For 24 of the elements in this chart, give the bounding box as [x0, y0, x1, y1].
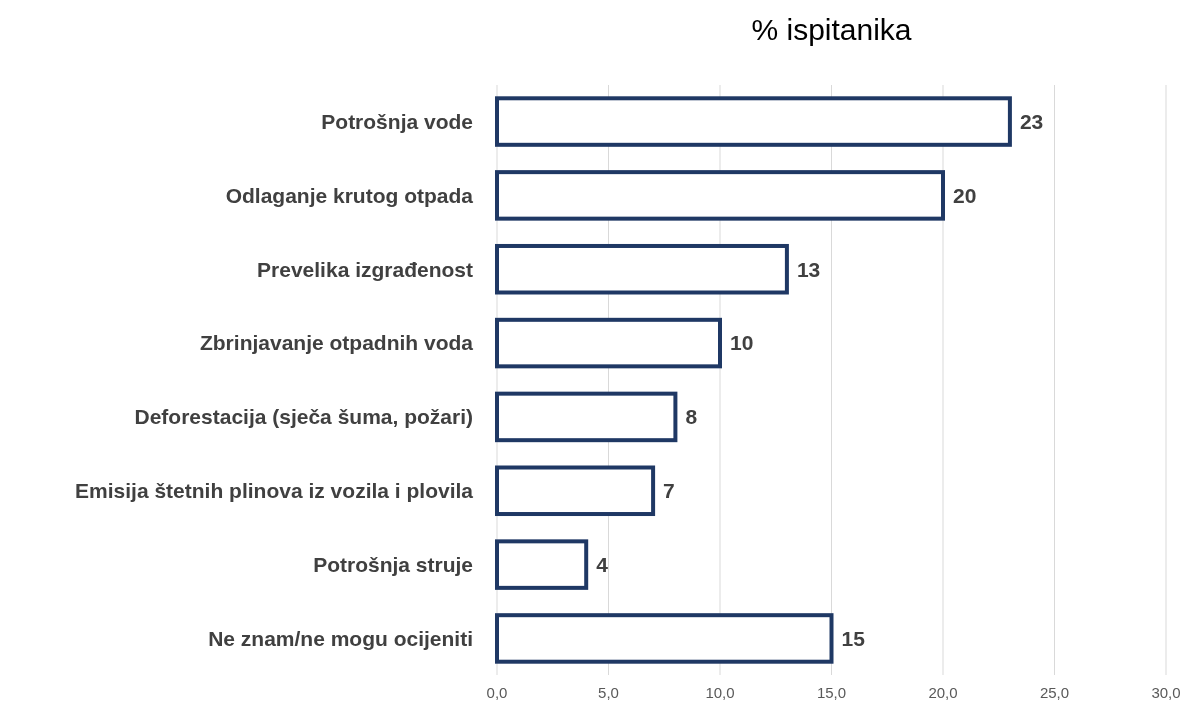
data-label: 4	[596, 552, 609, 576]
x-tick-label: 20,0	[928, 684, 958, 701]
y-tick-label: Zbrinjavanje otpadnih voda	[199, 331, 474, 355]
y-tick-label: Odlaganje krutog otpada	[225, 183, 474, 207]
chart-title: % ispitanika	[751, 13, 912, 46]
y-tick-label: Deforestacija (sječa šuma, požari)	[134, 405, 473, 429]
x-tick-label: 30,0	[1151, 684, 1181, 701]
x-tick-label: 0,0	[486, 684, 508, 701]
data-label: 10	[730, 331, 754, 355]
data-label: 15	[841, 626, 866, 650]
data-label: 20	[953, 183, 977, 207]
data-label: 13	[796, 257, 821, 281]
x-tick-label: 10,0	[705, 684, 735, 701]
y-tick-label: Potrošnja struje	[313, 552, 473, 576]
y-tick-label: Emisija štetnih plinova iz vozila i plovila	[75, 479, 474, 503]
data-label: 8	[685, 405, 698, 429]
y-tick-label: Potrošnja vode	[321, 109, 473, 133]
x-tick-label: 25,0	[1039, 684, 1070, 701]
x-tick-label: 5,0	[598, 684, 619, 701]
x-tick-label: 15,0	[816, 684, 847, 701]
y-tick-label: Prevelika izgrađenost	[257, 257, 473, 281]
data-label: 7	[663, 479, 675, 503]
data-label: 23	[1019, 109, 1044, 133]
y-tick-label: Ne znam/ne mogu ocijeniti	[208, 626, 473, 650]
